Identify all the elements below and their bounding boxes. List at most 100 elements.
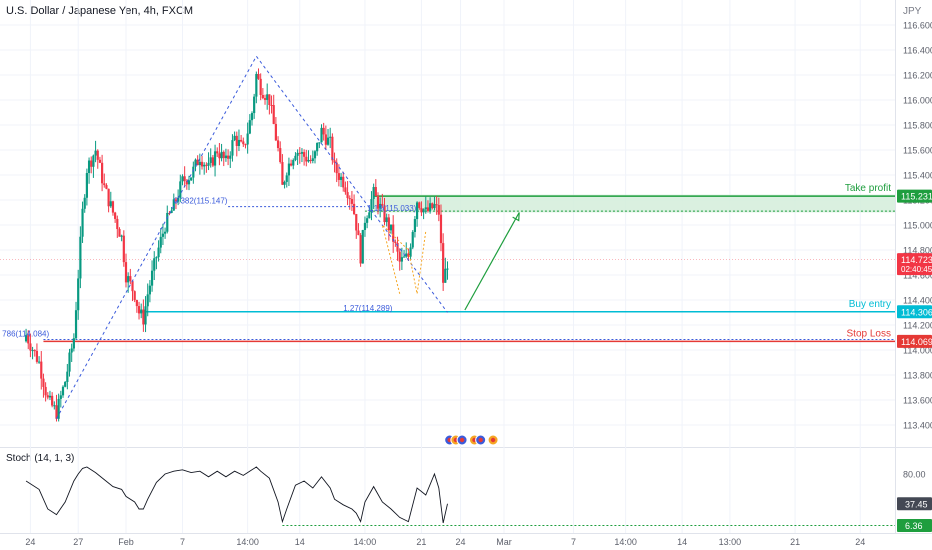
price-tick-label: 116.600 <box>903 21 932 31</box>
candle-body <box>389 224 393 231</box>
price-tick-label: 115.400 <box>903 171 932 181</box>
candle-body <box>402 256 406 258</box>
price-tick-label: 116.200 <box>903 71 932 81</box>
take-profit-price-tag-bg <box>897 189 932 203</box>
candle-body <box>250 113 254 121</box>
candle-body <box>140 309 143 314</box>
candle-body <box>361 230 364 264</box>
candle-body <box>435 204 438 206</box>
time-tick-label: 24 <box>855 537 865 547</box>
candle-body <box>309 159 312 161</box>
time-tick-label: 24 <box>456 537 466 547</box>
candle-body <box>157 247 160 258</box>
candle-body <box>424 207 427 210</box>
candle-body <box>322 127 325 135</box>
candle-body <box>385 217 388 223</box>
candle-body <box>289 163 293 166</box>
stoch-indicator-label[interactable]: Stoch (14, 1, 3) <box>6 453 75 464</box>
candle-body <box>276 140 280 149</box>
candle-body <box>300 152 304 154</box>
candle-body <box>55 405 58 419</box>
candle-body <box>444 268 447 283</box>
candle-body <box>429 203 432 211</box>
candle-body <box>107 188 110 207</box>
candle-body <box>418 202 421 208</box>
candle-body <box>407 253 410 257</box>
candle-body <box>242 141 245 145</box>
candle-body <box>192 166 195 178</box>
time-tick-label: 13:00 <box>719 537 742 547</box>
last-price-tag: 114.723 <box>901 255 932 265</box>
candle-body <box>87 160 91 174</box>
stop-loss-price-tag: 114.069 <box>901 337 932 347</box>
candle-body <box>337 173 340 180</box>
candle-body <box>381 203 384 206</box>
time-tick-label: 24 <box>25 537 35 547</box>
candle-body <box>313 151 317 159</box>
stop-loss-price-tag-bg <box>897 334 932 348</box>
candle-body <box>81 208 84 237</box>
candle-body <box>226 155 230 159</box>
candle-body <box>98 159 102 163</box>
candle-body <box>177 197 180 202</box>
time-tick-label: 14:00 <box>236 537 259 547</box>
candle-body <box>281 162 284 185</box>
take-profit-label: Take profit <box>845 183 891 194</box>
candle-body <box>292 160 295 166</box>
candle-body <box>270 104 273 106</box>
candle-body <box>48 395 52 398</box>
candle-body <box>246 133 249 145</box>
candle-body <box>35 350 39 362</box>
candle-body <box>144 306 147 325</box>
candle-body <box>420 207 423 213</box>
candle-body <box>405 253 408 257</box>
candle-body <box>216 151 219 154</box>
candle-body <box>190 177 193 181</box>
price-tick-label: 115.000 <box>903 221 932 231</box>
candle-body <box>53 405 56 407</box>
candle-body <box>257 73 260 79</box>
candle-body <box>437 205 440 215</box>
candle-body <box>90 160 93 167</box>
candle-body <box>320 127 323 143</box>
candle-body <box>446 268 449 270</box>
candle-body <box>363 222 367 231</box>
candle-body <box>148 285 151 295</box>
candle-body <box>411 231 414 248</box>
candle-body <box>305 156 308 162</box>
candle-body <box>298 152 301 154</box>
candle-body <box>129 276 132 282</box>
price-tick-label: 115.800 <box>903 121 932 131</box>
candle-body <box>185 180 188 185</box>
candle-body <box>279 148 282 163</box>
time-tick-label: 7 <box>180 537 185 547</box>
candle-body <box>248 120 251 134</box>
candle-body <box>146 294 149 307</box>
candle-body <box>51 395 54 406</box>
candle-body <box>442 243 445 283</box>
candle-body <box>200 161 204 167</box>
stoch-last-tag-bg <box>897 497 932 511</box>
candle-body <box>233 135 236 141</box>
candle-body <box>296 152 299 156</box>
candle-body <box>24 335 28 342</box>
candle-body <box>263 98 267 100</box>
candle-body <box>124 262 128 283</box>
candle-body <box>205 164 208 166</box>
candle-body <box>400 257 403 262</box>
chart-title: U.S. Dollar / Japanese Yen, 4h, FXCM <box>6 5 194 17</box>
candle-body <box>44 386 47 396</box>
candle-body <box>194 159 197 167</box>
candle-body <box>155 257 158 259</box>
pane-divider <box>0 447 932 448</box>
candle-body <box>379 203 382 209</box>
candle-body <box>331 136 334 161</box>
harmonic-pattern-line <box>381 223 427 294</box>
candle-body <box>122 235 125 263</box>
candle-body <box>342 176 345 188</box>
candle-body <box>170 210 173 213</box>
candle-body <box>355 214 358 231</box>
time-tick-label: 21 <box>790 537 800 547</box>
candle-body <box>431 203 434 209</box>
